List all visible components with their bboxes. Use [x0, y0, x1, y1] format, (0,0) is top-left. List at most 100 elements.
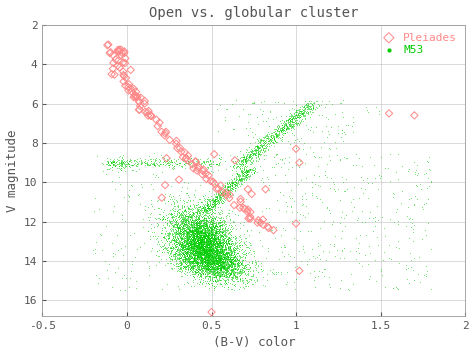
Point: [198, 239, 206, 245]
Point: [183, 252, 191, 258]
Point: [183, 223, 191, 228]
Point: [193, 158, 201, 164]
Point: [180, 162, 188, 167]
Point: [198, 255, 206, 261]
Point: [210, 191, 218, 197]
Point: [194, 252, 202, 258]
Point: [217, 238, 224, 244]
Point: [207, 259, 215, 264]
Point: [214, 252, 222, 257]
Point: [179, 242, 186, 247]
Point: [238, 170, 246, 176]
Point: [170, 252, 178, 257]
Point: [224, 263, 232, 268]
Point: [190, 260, 197, 266]
Point: [223, 265, 230, 271]
Point: [234, 184, 241, 190]
Point: [239, 262, 246, 268]
Point: [199, 242, 207, 247]
Point: [199, 225, 207, 231]
Point: [214, 257, 222, 263]
Point: [191, 277, 198, 282]
Point: [215, 257, 223, 262]
Point: [211, 255, 219, 261]
Point: [221, 278, 228, 284]
Point: [246, 161, 254, 166]
Point: [237, 255, 245, 260]
Point: [306, 106, 313, 112]
Point: [177, 213, 185, 219]
Point: [188, 224, 195, 230]
Point: [170, 237, 177, 242]
Point: [239, 155, 247, 161]
Point: [231, 273, 238, 279]
Point: [209, 198, 216, 203]
Point: [232, 240, 240, 246]
Point: [221, 273, 228, 278]
Point: [287, 116, 295, 122]
Point: [214, 269, 222, 275]
Point: [235, 113, 243, 119]
Point: [178, 251, 185, 257]
Point: [195, 240, 203, 246]
Point: [218, 266, 225, 271]
Point: [188, 238, 196, 244]
Point: [154, 239, 162, 244]
Point: [212, 253, 220, 258]
Point: [167, 202, 174, 207]
Point: [191, 159, 199, 164]
Point: [212, 260, 220, 265]
Point: [205, 210, 213, 215]
Point: [273, 140, 280, 145]
Point: [202, 232, 210, 238]
Point: [189, 273, 197, 279]
Point: [208, 233, 216, 238]
Point: [196, 229, 204, 234]
Point: [202, 249, 210, 255]
Point: [221, 260, 229, 265]
Point: [293, 113, 301, 118]
Point: [337, 220, 344, 226]
Point: [216, 255, 223, 261]
Point: [179, 246, 187, 252]
Point: [243, 280, 250, 285]
Point: [114, 266, 122, 271]
Point: [301, 160, 309, 166]
Point: [191, 227, 198, 233]
Point: [193, 250, 201, 255]
Point: [196, 249, 204, 255]
Point: [211, 235, 219, 241]
Point: [186, 233, 194, 239]
Point: [182, 155, 190, 161]
Point: [211, 278, 219, 284]
Point: [222, 271, 229, 277]
Point: [109, 240, 116, 246]
Point: [266, 137, 273, 143]
Point: [232, 171, 239, 176]
Point: [188, 231, 195, 237]
Point: [237, 161, 245, 167]
Point: [193, 254, 201, 260]
Point: [248, 261, 256, 266]
Point: [235, 176, 243, 182]
Point: [217, 262, 224, 268]
Point: [215, 249, 223, 255]
Point: [229, 179, 237, 185]
Point: [188, 247, 195, 253]
Point: [182, 228, 189, 234]
Point: [252, 259, 260, 265]
Point: [192, 234, 200, 240]
Point: [210, 261, 218, 267]
Point: [190, 255, 198, 260]
Point: [199, 248, 206, 253]
Point: [228, 226, 236, 232]
Point: [212, 270, 219, 275]
Point: [187, 237, 195, 243]
Point: [215, 200, 223, 206]
Point: [226, 256, 234, 262]
Point: [235, 160, 243, 166]
Point: [209, 222, 217, 228]
Point: [175, 263, 182, 269]
Point: [173, 227, 180, 233]
Point: [216, 162, 223, 168]
